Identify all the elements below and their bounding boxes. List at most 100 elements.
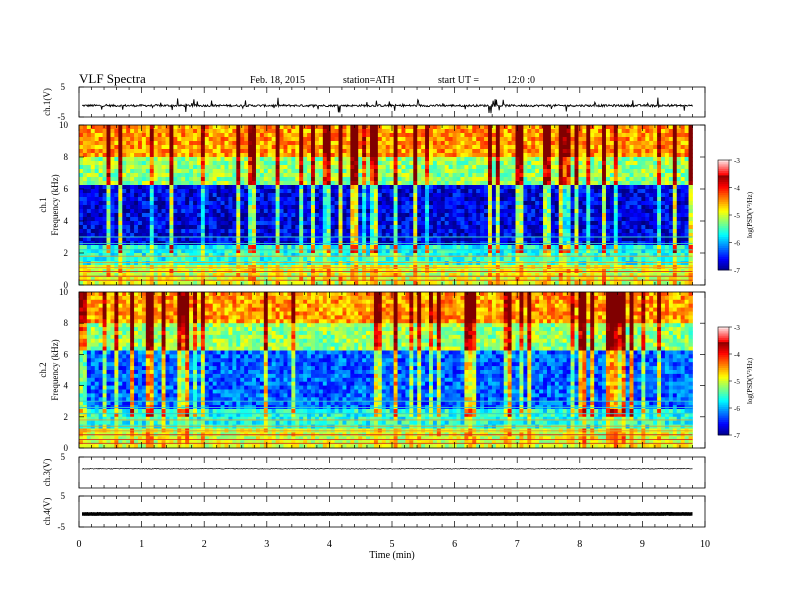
- spectrogram-cell: [193, 229, 198, 234]
- spectrogram-cell: [409, 153, 414, 158]
- spectrogram-cell: [429, 185, 434, 190]
- spectrogram-cell: [429, 217, 434, 222]
- spectrogram-cell: [456, 137, 461, 142]
- spectrogram-cell: [338, 225, 343, 230]
- spectrogram-cell: [535, 141, 540, 146]
- spectrogram-cell: [244, 149, 249, 154]
- spectrogram-cell: [440, 173, 446, 178]
- spectrogram-cell: [79, 157, 84, 162]
- spectrogram-cell: [377, 201, 383, 206]
- spectrogram-cell: [377, 221, 383, 226]
- spectrogram-cell: [605, 245, 611, 250]
- spectrogram-cell: [381, 157, 387, 162]
- spectrogram-cell: [232, 185, 237, 190]
- spectrogram-cell: [421, 165, 426, 170]
- spectrogram-cell: [303, 201, 308, 206]
- spectrogram-cell: [389, 153, 394, 158]
- spectrogram-cell: [263, 209, 269, 214]
- spectrogram-cell: [303, 197, 308, 202]
- spectrogram-cell: [452, 201, 457, 206]
- spectrogram-cell: [621, 153, 627, 158]
- spectrogram-cell: [515, 169, 520, 174]
- spectrogram-cell: [389, 189, 394, 194]
- spectrogram-cell: [79, 153, 84, 158]
- spectrogram-cell: [602, 133, 607, 138]
- spectrogram-cell: [464, 185, 469, 190]
- spectrogram-cell: [664, 201, 670, 206]
- spectrogram-cell: [322, 189, 328, 194]
- spectrogram-cell: [263, 153, 269, 158]
- spectrogram-cell: [299, 213, 304, 218]
- spectrogram-cell: [436, 197, 442, 202]
- spectrogram-cell: [397, 209, 402, 214]
- spectrogram-cell: [271, 245, 277, 250]
- spectrogram-cell: [86, 137, 92, 142]
- spectrogram-cell: [472, 237, 477, 242]
- spectrogram-cell: [621, 161, 627, 166]
- spectrogram-cell: [189, 125, 194, 130]
- spectrogram-cell: [582, 209, 587, 214]
- spectrogram-cell: [468, 125, 473, 130]
- spectrogram-cell: [393, 177, 398, 182]
- spectrogram-cell: [503, 181, 509, 186]
- spectrogram-cell: [503, 201, 509, 206]
- spectrogram-cell: [511, 221, 516, 226]
- spectrogram-cell: [554, 133, 560, 138]
- spectrogram-cell: [98, 245, 103, 250]
- spectrogram-cell: [181, 193, 186, 198]
- spectrogram-cell: [641, 225, 646, 230]
- spectrogram-cell: [507, 125, 512, 130]
- spectrogram-cell: [216, 177, 221, 182]
- spectrogram-cell: [314, 217, 320, 222]
- spectrogram-cell: [444, 245, 450, 250]
- spectrogram-cell: [346, 177, 351, 182]
- spectrogram-cell: [307, 169, 312, 174]
- spectrogram-cell: [476, 209, 481, 214]
- spectrogram-cell: [212, 189, 218, 194]
- spectrogram-cell: [621, 157, 627, 162]
- spectrogram-cell: [161, 137, 166, 142]
- spectrogram-cell: [303, 145, 308, 150]
- spectrogram-cell: [236, 245, 241, 250]
- spectrogram-cell: [122, 245, 127, 250]
- spectrogram-cell: [495, 149, 501, 154]
- spectrogram-cell: [633, 153, 638, 158]
- spectrogram-cell: [676, 173, 682, 178]
- spectrogram-cell: [145, 189, 151, 194]
- spectrogram-cell: [354, 169, 359, 174]
- spectrogram-cell: [385, 149, 391, 154]
- spectrogram-cell: [358, 153, 363, 158]
- spectrogram-cell: [118, 165, 123, 170]
- spectrogram-cell: [397, 165, 402, 170]
- spectrogram-cell: [487, 169, 493, 174]
- spectrogram-cell: [625, 125, 630, 130]
- spectrogram-cell: [448, 177, 453, 182]
- spectrogram-cell: [397, 141, 402, 146]
- spectrogram-cell: [165, 133, 170, 138]
- spectrogram-cell: [255, 141, 261, 146]
- spectrogram-cell: [436, 213, 442, 218]
- spectrogram-cell: [326, 181, 332, 186]
- spectrogram-cell: [338, 245, 343, 250]
- spectrogram-cell: [511, 161, 516, 166]
- spectrogram-cell: [456, 197, 461, 202]
- spectrogram-cell: [200, 209, 206, 214]
- spectrogram-cell: [613, 177, 619, 182]
- spectrogram-cell: [570, 197, 575, 202]
- spectrogram-cell: [507, 161, 512, 166]
- spectrogram-cell: [370, 129, 375, 134]
- spectrogram-cell: [664, 221, 670, 226]
- spectrogram-cell: [102, 149, 107, 154]
- spectrogram-cell: [208, 185, 214, 190]
- spectrogram-cell: [649, 197, 654, 202]
- spectrogram-cell: [185, 141, 190, 146]
- spectrogram-cell: [216, 125, 221, 130]
- spectrogram-cell: [641, 177, 646, 182]
- spectrogram-cell: [617, 181, 623, 186]
- spectrogram-cell: [511, 229, 516, 234]
- spectrogram-cell: [326, 193, 332, 198]
- spectrogram-cell: [503, 125, 509, 130]
- spectrogram-cell: [464, 157, 469, 162]
- spectrogram-cell: [535, 189, 540, 194]
- spectrogram-cell: [157, 129, 162, 134]
